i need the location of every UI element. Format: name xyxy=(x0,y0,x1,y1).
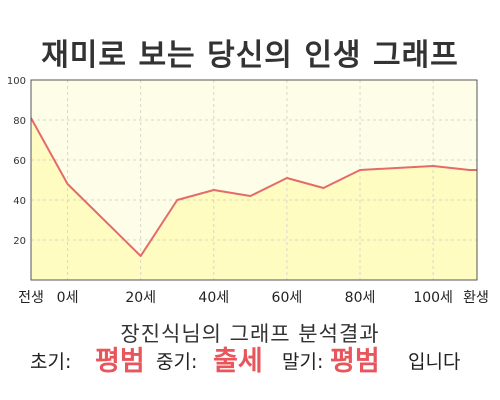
analysis-result: 초기: 평범 중기: 출세 말기: 평범 입니다 xyxy=(0,346,500,382)
analysis-subtitle: 장진식님의 그래프 분석결과 xyxy=(120,322,380,346)
early-value: 평범 xyxy=(95,346,145,377)
result-ending: 입니다 xyxy=(408,351,461,373)
x-tick-label: 60세 xyxy=(272,290,303,306)
x-tick-label: 80세 xyxy=(345,290,376,306)
area-fill xyxy=(31,118,477,280)
y-tick-label: 20 xyxy=(13,236,26,247)
late-value: 평범 xyxy=(330,346,380,377)
plot-frame xyxy=(30,79,478,281)
y-tick-label: 80 xyxy=(13,116,26,127)
x-tick-label: 0세 xyxy=(57,290,79,306)
y-tick-label: 60 xyxy=(13,156,26,167)
middle-label: 중기: xyxy=(156,351,198,373)
page-title: 재미로 보는 당신의 인생 그래프 xyxy=(41,38,459,73)
life-line xyxy=(30,117,477,257)
x-tick-label: 100세 xyxy=(413,290,453,306)
middle-value: 출세 xyxy=(213,346,263,377)
y-tick-label: 100 xyxy=(7,76,26,87)
x-tick-label: 40세 xyxy=(198,290,229,306)
x-tick-label: 전생 xyxy=(18,290,44,306)
x-tick-label: 20세 xyxy=(125,290,156,306)
late-label: 말기: xyxy=(282,351,324,373)
y-tick-label: 40 xyxy=(13,196,26,207)
x-tick-label: 환생 xyxy=(463,290,489,306)
early-label: 초기: xyxy=(30,351,72,373)
